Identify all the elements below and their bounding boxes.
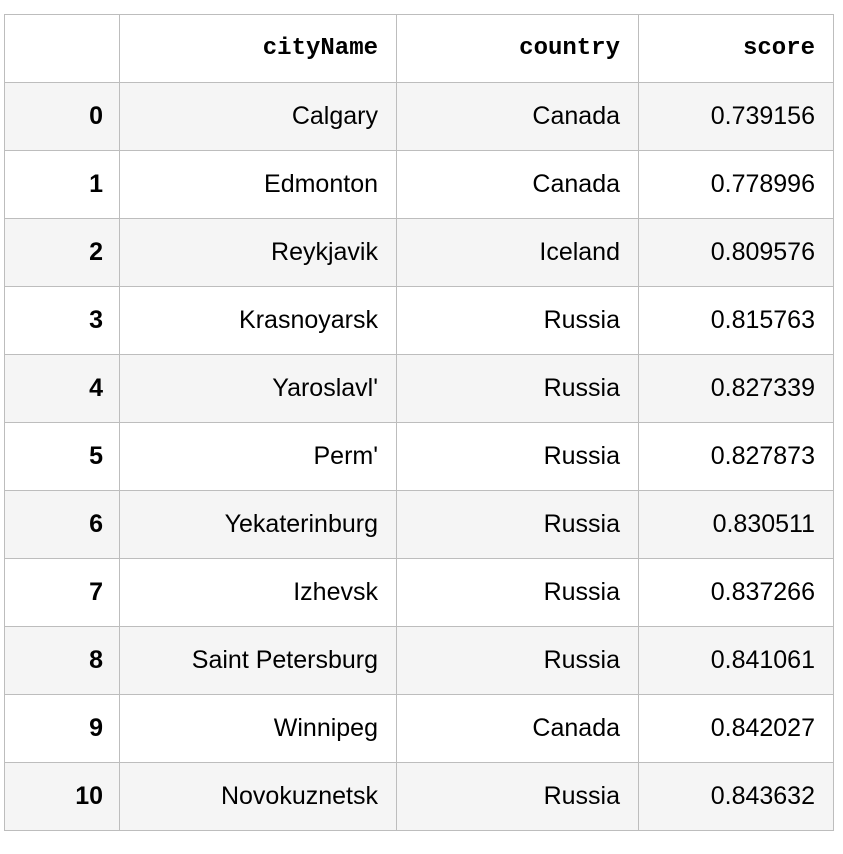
cell-cityname: Reykjavik: [119, 218, 397, 287]
cell-score: 0.841061: [638, 626, 834, 695]
table-row: 3 Krasnoyarsk Russia 0.815763: [4, 286, 834, 355]
cell-country: Russia: [396, 354, 639, 423]
table-row: 9 Winnipeg Canada 0.842027: [4, 694, 834, 763]
cell-country: Russia: [396, 422, 639, 491]
cell-score: 0.843632: [638, 762, 834, 831]
row-index: 5: [4, 422, 120, 491]
cell-country: Russia: [396, 626, 639, 695]
table-header: cityName country score: [4, 14, 834, 83]
cell-country: Iceland: [396, 218, 639, 287]
cell-score: 0.815763: [638, 286, 834, 355]
row-index: 7: [4, 558, 120, 627]
cell-cityname: Izhevsk: [119, 558, 397, 627]
cell-cityname: Perm': [119, 422, 397, 491]
cell-score: 0.837266: [638, 558, 834, 627]
cell-cityname: Yaroslavl': [119, 354, 397, 423]
cell-score: 0.842027: [638, 694, 834, 763]
cell-country: Canada: [396, 150, 639, 219]
index-column-header: [4, 14, 120, 83]
row-index: 2: [4, 218, 120, 287]
row-index: 9: [4, 694, 120, 763]
cell-cityname: Krasnoyarsk: [119, 286, 397, 355]
cell-score: 0.809576: [638, 218, 834, 287]
row-index: 6: [4, 490, 120, 559]
cell-score: 0.827873: [638, 422, 834, 491]
cell-score: 0.827339: [638, 354, 834, 423]
cell-country: Russia: [396, 490, 639, 559]
cell-cityname: Novokuznetsk: [119, 762, 397, 831]
table-row: 1 Edmonton Canada 0.778996: [4, 150, 834, 219]
table-row: 5 Perm' Russia 0.827873: [4, 422, 834, 491]
dataframe-container: cityName country score 0 Calgary Canada 0.7…: [4, 14, 834, 831]
row-index: 1: [4, 150, 120, 219]
table-row: 4 Yaroslavl' Russia 0.827339: [4, 354, 834, 423]
cell-cityname: Edmonton: [119, 150, 397, 219]
column-header-country: country: [396, 14, 639, 83]
cell-country: Russia: [396, 762, 639, 831]
column-header-score: score: [638, 14, 834, 83]
cell-cityname: Calgary: [119, 82, 397, 151]
cell-cityname: Saint Petersburg: [119, 626, 397, 695]
row-index: 0: [4, 82, 120, 151]
table-row: 8 Saint Petersburg Russia 0.841061: [4, 626, 834, 695]
cell-score: 0.778996: [638, 150, 834, 219]
cell-country: Canada: [396, 82, 639, 151]
column-header-cityname: cityName: [119, 14, 397, 83]
table-row: 6 Yekaterinburg Russia 0.830511: [4, 490, 834, 559]
row-index: 4: [4, 354, 120, 423]
table-row: 2 Reykjavik Iceland 0.809576: [4, 218, 834, 287]
row-index: 8: [4, 626, 120, 695]
cell-country: Russia: [396, 286, 639, 355]
cell-cityname: Yekaterinburg: [119, 490, 397, 559]
cell-cityname: Winnipeg: [119, 694, 397, 763]
header-row: cityName country score: [4, 14, 834, 83]
dataframe-table: cityName country score 0 Calgary Canada 0.7…: [4, 14, 834, 831]
cell-country: Russia: [396, 558, 639, 627]
row-index: 10: [4, 762, 120, 831]
cell-country: Canada: [396, 694, 639, 763]
table-row: 10 Novokuznetsk Russia 0.843632: [4, 762, 834, 831]
table-body: 0 Calgary Canada 0.739156 1 Edmonton Canada 0.7…: [4, 82, 834, 831]
cell-score: 0.739156: [638, 82, 834, 151]
table-row: 7 Izhevsk Russia 0.837266: [4, 558, 834, 627]
cell-score: 0.830511: [638, 490, 834, 559]
row-index: 3: [4, 286, 120, 355]
table-row: 0 Calgary Canada 0.739156: [4, 82, 834, 151]
